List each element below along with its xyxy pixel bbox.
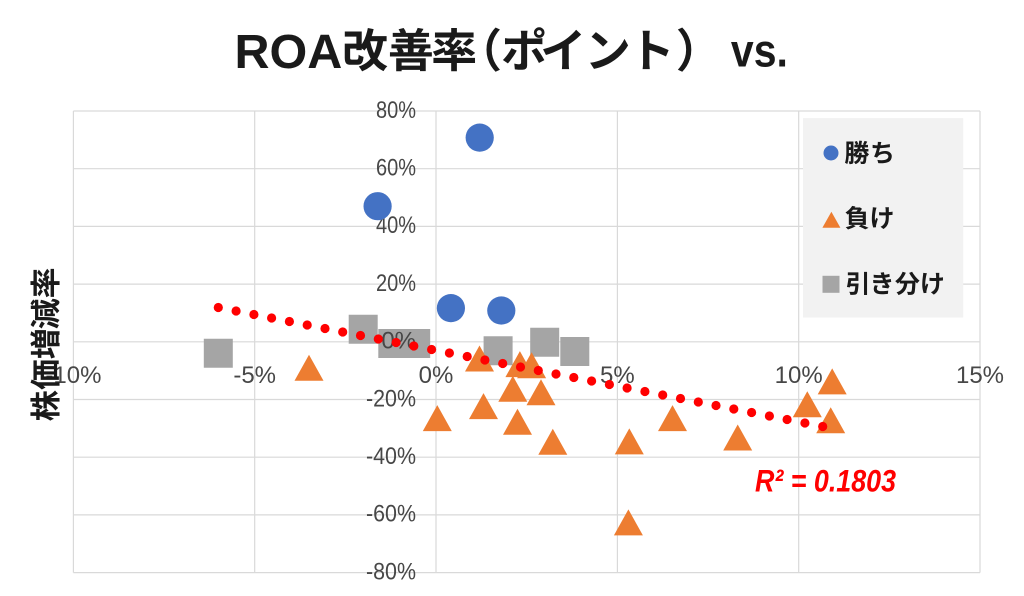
svg-text:-20%: -20% — [366, 385, 416, 412]
svg-text:80%: 80% — [376, 97, 416, 124]
svg-text:60%: 60% — [376, 155, 416, 182]
svg-text:-60%: -60% — [366, 501, 416, 528]
svg-text:vs.: vs. — [731, 25, 788, 77]
svg-text:20%: 20% — [376, 270, 416, 297]
svg-text:15%: 15% — [956, 362, 1004, 389]
svg-text:ROA: ROA — [235, 25, 343, 79]
svg-text:-5%: -5% — [233, 362, 276, 389]
svg-text:10%: 10% — [775, 362, 823, 389]
svg-text:0%: 0% — [419, 362, 454, 389]
svg-text:-40%: -40% — [366, 443, 416, 470]
svg-text:R² = 0.1803: R² = 0.1803 — [755, 463, 896, 499]
svg-text:-80%: -80% — [366, 558, 416, 585]
